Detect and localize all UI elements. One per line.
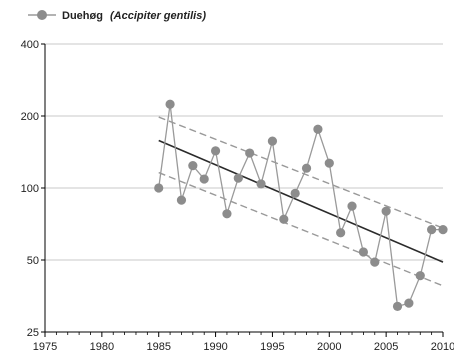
data-point-2002 [347, 201, 357, 211]
x-tick-label-1995: 1995 [260, 341, 284, 353]
data-point-2000 [324, 158, 334, 168]
trend-line [158, 139, 444, 263]
data-point-2008 [415, 271, 425, 281]
data-point-1990 [210, 146, 221, 156]
x-tick-label-2000: 2000 [317, 341, 341, 353]
data-point-1998 [301, 163, 312, 173]
data-point-1994 [256, 179, 266, 189]
axes [41, 43, 444, 337]
series-line [158, 104, 443, 308]
series-group [154, 99, 448, 311]
data-point-1986 [165, 99, 175, 109]
legend-label: Duehøg (Accipiter gentilis) [62, 10, 206, 22]
tick-labels: 25 50 100 200 400 1975 1980 1985 1990 1995 2000 200… [21, 39, 454, 353]
y-tick-label-400: 400 [21, 39, 39, 51]
data-point-2004 [370, 257, 380, 267]
y-tick-label-100: 100 [21, 183, 39, 195]
confidence-upper-line [158, 116, 444, 229]
data-point-1989 [199, 174, 209, 184]
x-tick-label-2010: 2010 [431, 341, 454, 353]
data-point-1993 [245, 148, 255, 158]
legend-marker [37, 10, 47, 20]
legend: Duehøg (Accipiter gentilis) [28, 10, 206, 22]
confidence-lower-line [158, 171, 444, 287]
x-tick-label-1985: 1985 [146, 341, 170, 353]
data-point-1988 [188, 161, 198, 171]
x-tick-label-1990: 1990 [203, 341, 227, 353]
data-point-1992 [233, 173, 243, 183]
gridlines [45, 43, 443, 261]
data-point-2006 [392, 301, 403, 311]
data-point-2010 [438, 224, 448, 235]
data-point-1991 [222, 209, 232, 219]
data-point-1995 [267, 136, 278, 146]
data-point-2005 [381, 206, 391, 216]
x-tick-label-1975: 1975 [33, 341, 57, 353]
legend-latin-name: (Accipiter gentilis) [110, 10, 206, 22]
data-point-1985 [154, 183, 164, 193]
y-tick-label-50: 50 [27, 255, 39, 267]
data-point-2001 [336, 228, 346, 238]
confidence-bands [158, 116, 444, 287]
data-point-1987 [176, 195, 187, 205]
data-point-2007 [404, 298, 414, 308]
data-point-1997 [290, 188, 300, 198]
y-tick-label-25: 25 [27, 327, 39, 339]
trend-line-group [158, 139, 444, 263]
data-point-1999 [313, 124, 323, 134]
data-point-1996 [279, 214, 289, 224]
legend-common-name: Duehøg [62, 10, 103, 22]
data-point-2009 [427, 224, 437, 235]
x-tick-label-1980: 1980 [90, 341, 114, 353]
x-tick-label-2005: 2005 [374, 341, 398, 353]
y-tick-label-200: 200 [21, 111, 39, 123]
data-point-2003 [358, 247, 368, 257]
